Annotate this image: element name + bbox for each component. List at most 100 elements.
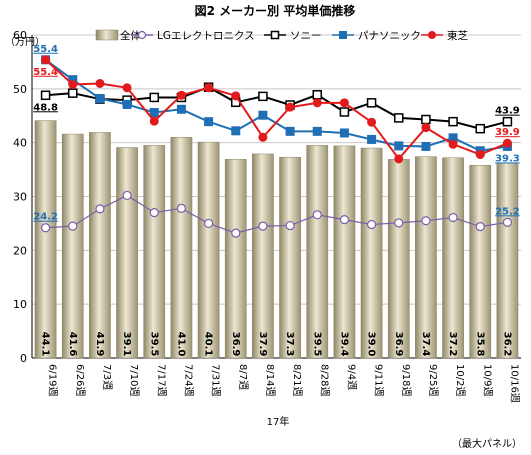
point — [176, 104, 186, 114]
point — [502, 116, 513, 127]
bar — [170, 137, 193, 359]
bar-data-label: 36.9 — [393, 332, 404, 357]
point — [149, 208, 159, 218]
point — [421, 141, 431, 151]
y-tick-label: 10 — [13, 298, 27, 311]
x-tick-label: 7/3週 — [101, 364, 113, 390]
y-tick-label: 20 — [13, 244, 27, 257]
y-tick-label: 30 — [13, 191, 27, 204]
point — [367, 117, 377, 127]
callout-label: 43.9 — [495, 106, 520, 117]
point — [339, 107, 350, 117]
bar-data-label: 39.1 — [121, 332, 132, 357]
legend-label: LGエレクトロニクス — [157, 30, 255, 42]
point — [41, 55, 51, 65]
point — [258, 132, 268, 142]
point — [149, 108, 159, 118]
bar-data-label: 39.0 — [366, 332, 377, 357]
point — [68, 221, 78, 231]
bar-data-label: 39.5 — [311, 332, 322, 357]
bar — [333, 145, 356, 359]
legend-label: 東芝 — [447, 29, 468, 42]
point — [176, 203, 187, 213]
bar-data-label: 37.9 — [257, 332, 268, 357]
point — [339, 31, 347, 39]
point — [122, 83, 132, 93]
point — [95, 204, 105, 214]
point — [258, 221, 268, 231]
point — [421, 123, 431, 133]
point — [502, 138, 512, 148]
y-tick-label: 60 — [13, 29, 27, 42]
callout-label: 25.2 — [495, 206, 520, 217]
point — [421, 114, 431, 125]
point — [122, 190, 132, 201]
point — [95, 94, 105, 104]
bar-data-label: 41.6 — [67, 332, 78, 357]
bar-data-label: 40.1 — [203, 332, 214, 357]
point — [270, 30, 280, 40]
x-tick-label: 8/14週 — [264, 364, 276, 396]
legend-label: ソニー — [290, 30, 322, 42]
x-tick-label: 7/24週 — [182, 364, 194, 396]
point — [366, 219, 377, 230]
bar-data-label: 36.2 — [501, 332, 512, 357]
point — [366, 98, 377, 108]
legend-label: 全体 — [120, 29, 141, 42]
point — [40, 90, 51, 101]
bar — [34, 120, 57, 359]
x-tick-label: 8/7週 — [237, 364, 249, 390]
point — [339, 98, 349, 108]
point — [231, 91, 241, 101]
y-tick-label: 50 — [13, 83, 27, 96]
point — [258, 110, 268, 120]
point — [40, 223, 51, 233]
point — [475, 222, 485, 232]
callout-label: 39.3 — [495, 153, 520, 164]
bar — [279, 156, 301, 359]
callout-label: 48.8 — [33, 102, 58, 113]
point — [448, 139, 458, 149]
point — [394, 113, 404, 123]
callout-label: 24.2 — [33, 212, 58, 223]
bar — [387, 159, 410, 359]
chart-title: 図2 メーカー別 平均単価推移 — [195, 3, 356, 18]
bar-data-label: 39.4 — [338, 332, 349, 357]
bar — [306, 145, 329, 359]
bar-data-label: 41.9 — [94, 332, 105, 357]
point — [285, 126, 295, 136]
point — [394, 154, 404, 164]
x-tick-label: 7/17週 — [155, 364, 167, 396]
point — [502, 217, 513, 227]
point — [421, 216, 431, 226]
note: （最大パネル） — [452, 437, 522, 450]
point — [149, 92, 159, 103]
point — [475, 150, 485, 160]
point — [137, 30, 147, 40]
bar — [496, 162, 519, 359]
point — [312, 98, 322, 108]
point — [448, 212, 458, 223]
x-axis-label: 17年 — [267, 415, 290, 428]
point — [312, 210, 322, 220]
bar — [116, 147, 138, 359]
x-tick-label: 6/19週 — [47, 364, 59, 396]
series-line — [44, 58, 508, 152]
point — [204, 117, 214, 127]
bar — [469, 165, 492, 359]
point — [231, 228, 241, 238]
point — [448, 116, 458, 127]
point — [285, 102, 295, 112]
point — [339, 215, 350, 225]
point — [203, 218, 214, 229]
bar-data-label: 41.0 — [175, 332, 186, 357]
bar-data-label: 39.5 — [148, 332, 159, 357]
bar — [224, 159, 247, 359]
bar — [143, 145, 166, 359]
y-tick-label: 0 — [20, 352, 27, 365]
callout-label: 55.4 — [33, 67, 58, 78]
point — [285, 220, 295, 231]
series-line — [45, 194, 508, 234]
bar-data-label: 35.8 — [474, 332, 485, 357]
x-tick-label: 7/10週 — [128, 364, 140, 396]
